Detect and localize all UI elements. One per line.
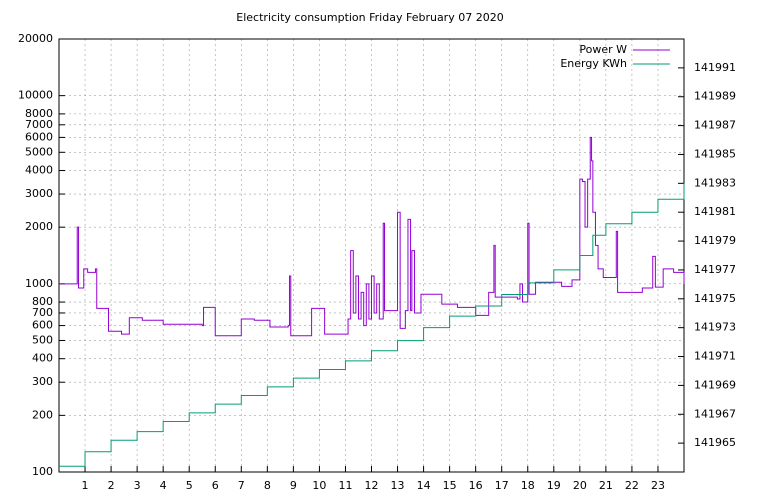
x-tick-label: 17 xyxy=(495,479,509,492)
y2-tick-label: 141967 xyxy=(694,407,736,420)
x-tick-label: 5 xyxy=(186,479,193,492)
x-tick-label: 2 xyxy=(108,479,115,492)
y-tick-label: 1000 xyxy=(25,277,53,290)
x-tick-label: 9 xyxy=(290,479,297,492)
x-tick-label: 23 xyxy=(651,479,665,492)
legend-label: Energy KWh xyxy=(560,57,627,70)
y-tick-label: 3000 xyxy=(25,187,53,200)
x-tick-label: 6 xyxy=(212,479,219,492)
y-tick-label: 10000 xyxy=(18,89,53,102)
y-tick-label: 500 xyxy=(32,333,53,346)
y2-tick-label: 141977 xyxy=(694,263,736,276)
y2-tick-label: 141987 xyxy=(694,119,736,132)
y-tick-label: 300 xyxy=(32,375,53,388)
y-tick-label: 4000 xyxy=(25,164,53,177)
x-tick-label: 12 xyxy=(365,479,379,492)
y2-tick-label: 141989 xyxy=(694,90,736,103)
x-tick-label: 20 xyxy=(573,479,587,492)
x-tick-label: 14 xyxy=(417,479,431,492)
y2-tick-label: 141969 xyxy=(694,378,736,391)
y-tick-label: 2000 xyxy=(25,220,53,233)
legend-label: Power W xyxy=(579,43,627,56)
data-line xyxy=(59,136,685,337)
y2-tick-label: 141975 xyxy=(694,292,736,305)
y-tick-label: 5000 xyxy=(25,145,53,158)
x-tick-label: 11 xyxy=(338,479,352,492)
x-tick-label: 21 xyxy=(599,479,613,492)
y-tick-label: 8000 xyxy=(25,107,53,120)
y2-tick-label: 141981 xyxy=(694,205,736,218)
x-tick-label: 8 xyxy=(264,479,271,492)
y-tick-label: 400 xyxy=(32,352,53,365)
y-tick-label: 7000 xyxy=(25,118,53,131)
x-tick-label: 10 xyxy=(312,479,326,492)
x-tick-label: 16 xyxy=(469,479,483,492)
y-tick-label: 800 xyxy=(32,295,53,308)
chart-title: Electricity consumption Friday February … xyxy=(236,11,503,24)
y2-tick-label: 141971 xyxy=(694,350,736,363)
x-tick-label: 3 xyxy=(134,479,141,492)
y-tick-label: 700 xyxy=(32,306,53,319)
x-tick-label: 4 xyxy=(160,479,167,492)
y-tick-label: 20000 xyxy=(18,32,53,45)
y2-tick-label: 141991 xyxy=(694,61,736,74)
x-tick-label: 22 xyxy=(625,479,639,492)
y2-tick-label: 141983 xyxy=(694,176,736,189)
y-tick-label: 600 xyxy=(32,319,53,332)
y-tick-label: 100 xyxy=(32,465,53,478)
y-tick-label: 200 xyxy=(32,408,53,421)
x-tick-label: 13 xyxy=(391,479,405,492)
x-tick-label: 7 xyxy=(238,479,245,492)
y2-tick-label: 141973 xyxy=(694,321,736,334)
plot-frame xyxy=(58,38,685,473)
x-tick-label: 1 xyxy=(82,479,89,492)
x-tick-label: 19 xyxy=(547,479,561,492)
y2-tick-label: 141965 xyxy=(694,436,736,449)
y2-tick-label: 141979 xyxy=(694,234,736,247)
x-tick-label: 18 xyxy=(521,479,535,492)
y2-tick-label: 141985 xyxy=(694,147,736,160)
data-line xyxy=(59,183,685,467)
y-tick-label: 6000 xyxy=(25,130,53,143)
x-tick-label: 15 xyxy=(443,479,457,492)
